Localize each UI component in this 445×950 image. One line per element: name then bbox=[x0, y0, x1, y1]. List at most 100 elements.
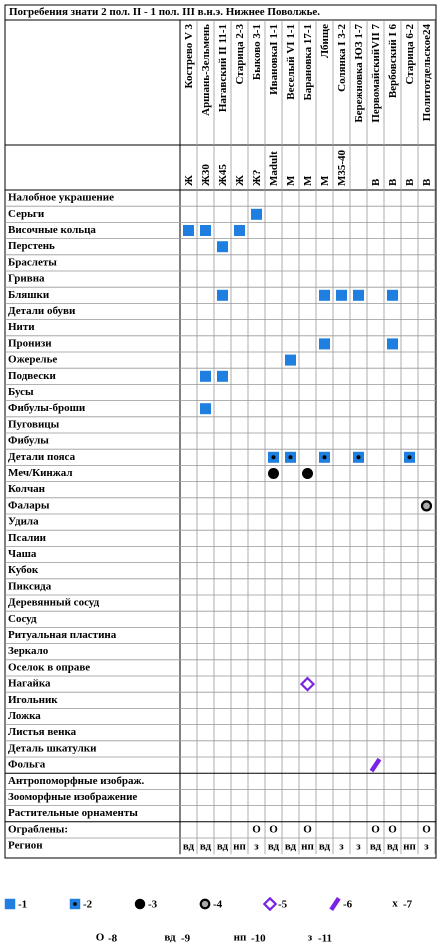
row-label: Деревянный сосуд bbox=[8, 597, 100, 609]
symbol bbox=[404, 451, 415, 463]
row-label: Антропоморфные изображ. bbox=[8, 775, 144, 787]
symbol-part bbox=[319, 289, 330, 301]
symbol bbox=[387, 338, 398, 350]
column-name: Солянка I 3-2 bbox=[336, 24, 348, 92]
column-sex: Madult bbox=[268, 151, 280, 186]
legend-label: -6 bbox=[343, 899, 353, 911]
row-label: Чаша bbox=[8, 548, 37, 560]
symbol bbox=[319, 338, 330, 350]
row-label: Фольга bbox=[8, 759, 46, 771]
column-sex: М bbox=[319, 175, 331, 186]
legend-label: -2 bbox=[83, 899, 93, 911]
region-code: з bbox=[356, 841, 361, 853]
column-sex: Ж? bbox=[251, 170, 263, 186]
region-code: вд bbox=[268, 841, 280, 853]
column-name: Лбище bbox=[319, 24, 331, 58]
symbol bbox=[268, 451, 279, 463]
region-code: вд bbox=[387, 841, 399, 853]
symbol bbox=[217, 370, 228, 382]
symbol-part bbox=[217, 370, 228, 382]
column-name: Аршань-Зельмень bbox=[200, 24, 212, 116]
column-name: ПервомайскийVII 7 bbox=[370, 24, 382, 123]
column-sex: Ж30 bbox=[200, 164, 212, 186]
symbol bbox=[134, 898, 146, 910]
row-label: Пуговицы bbox=[8, 418, 60, 430]
row-label: Деталь шкатулки bbox=[8, 742, 97, 754]
row-label: Игольник bbox=[8, 694, 58, 706]
symbol-part bbox=[200, 225, 211, 236]
row-label: Нити bbox=[8, 321, 35, 333]
column-sex: Ж bbox=[234, 175, 246, 186]
region-code: вд bbox=[183, 841, 195, 853]
row-label: Ожерелье bbox=[8, 354, 57, 366]
symbol bbox=[336, 289, 347, 301]
region-code: вд bbox=[319, 841, 331, 853]
symbol-part bbox=[336, 289, 347, 301]
row-label: Бусы bbox=[8, 386, 34, 398]
column-sex: В bbox=[404, 178, 416, 186]
region-code: нп bbox=[233, 841, 246, 853]
row-label: Меч/Кинжал bbox=[8, 467, 73, 479]
column-name: Веселый VI 1-1 bbox=[285, 24, 297, 100]
symbol bbox=[302, 468, 313, 479]
robbed-mark: О bbox=[269, 823, 278, 835]
symbol-part bbox=[217, 241, 228, 253]
symbol bbox=[4, 898, 16, 910]
row-label: Детали пояса bbox=[8, 451, 76, 463]
robbed-mark: О bbox=[371, 823, 380, 835]
symbol bbox=[69, 898, 81, 910]
symbol-part bbox=[199, 898, 211, 910]
symbol-part bbox=[200, 403, 211, 415]
column-sex: М bbox=[285, 175, 297, 186]
row-label: Детали обуви bbox=[8, 305, 76, 317]
symbol bbox=[200, 403, 211, 415]
legend-label: -11 bbox=[318, 933, 332, 945]
row-label: Зеркало bbox=[8, 645, 49, 657]
column-sex: В bbox=[421, 178, 433, 186]
region-code: нп bbox=[301, 841, 314, 853]
region-code: нп bbox=[403, 841, 416, 853]
title: Погребения знати 2 пол. II - 1 пол. III … bbox=[9, 6, 320, 18]
region-code: вд bbox=[200, 841, 212, 853]
symbol bbox=[329, 897, 341, 911]
symbol-part bbox=[251, 208, 262, 220]
symbol-part bbox=[387, 338, 398, 350]
legend-label: -9 bbox=[181, 933, 191, 945]
row-label: Серьги bbox=[8, 208, 45, 220]
column-name: Барановка 17-1 bbox=[302, 24, 314, 100]
robbed-label: Ограблены: bbox=[8, 823, 68, 835]
column-name: ИвановкаI 1-1 bbox=[268, 24, 280, 95]
legend-label: -5 bbox=[278, 899, 288, 911]
column-name: Нагавский II 11-1 bbox=[217, 24, 229, 112]
legend-label: -3 bbox=[148, 899, 158, 911]
legend-label: -7 bbox=[403, 899, 413, 911]
row-label: Височные кольца bbox=[8, 224, 96, 236]
symbol bbox=[200, 225, 211, 236]
column-name: Вербовский I 6 bbox=[387, 24, 399, 99]
row-label: Фибулы bbox=[8, 435, 49, 447]
column-name: Быково 3-1 bbox=[251, 24, 263, 80]
symbol bbox=[268, 468, 279, 479]
symbol-part bbox=[217, 289, 228, 301]
symbol-part bbox=[407, 455, 412, 460]
column-sex: Ж bbox=[183, 175, 195, 186]
symbol-part bbox=[369, 757, 382, 773]
region-code: з bbox=[424, 841, 429, 853]
row-label: Ложка bbox=[8, 710, 41, 722]
legend-glyph: О bbox=[96, 932, 105, 944]
legend-glyph: нп bbox=[234, 932, 247, 944]
symbol bbox=[217, 289, 228, 301]
symbol bbox=[299, 676, 316, 692]
symbol bbox=[217, 241, 228, 253]
symbol-part bbox=[271, 455, 276, 460]
symbol-part bbox=[353, 289, 364, 301]
symbol-part bbox=[299, 676, 316, 692]
row-label: Гривна bbox=[8, 273, 45, 285]
symbol bbox=[251, 208, 262, 220]
column-sex: В bbox=[387, 178, 399, 186]
row-label: Удила bbox=[8, 516, 39, 528]
row-label: Зооморфные изображение bbox=[8, 791, 137, 803]
symbol bbox=[199, 898, 211, 910]
symbol bbox=[285, 354, 296, 366]
